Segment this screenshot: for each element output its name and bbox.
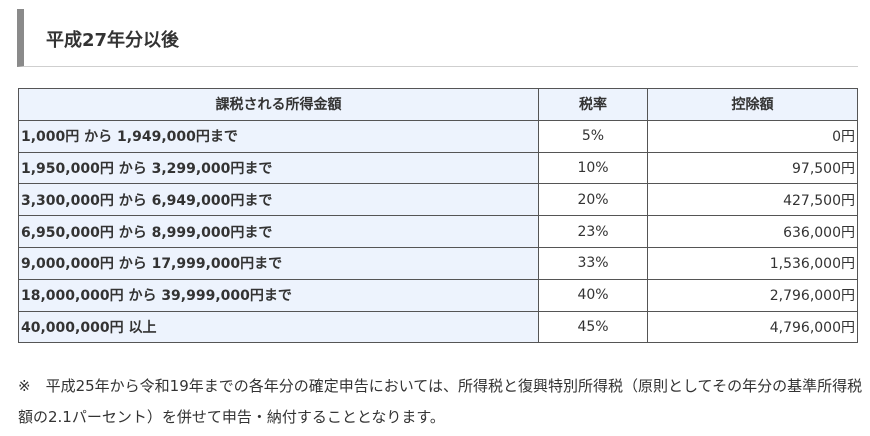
table-row: 40,000,000円 以上 45% 4,796,000円 xyxy=(18,310,858,344)
tax-rate-table: 課税される所得金額 税率 控除額 1,000円 から 1,949,000円まで 5… xyxy=(18,88,858,344)
income-range-cell: 9,000,000円 から 17,999,000円まで xyxy=(18,246,539,280)
table-row: 3,300,000円 から 6,949,000円まで 20% 427,500円 xyxy=(18,183,858,217)
section-heading: 平成27年分以後 xyxy=(17,9,858,67)
tax-rate-cell: 45% xyxy=(538,310,648,344)
table-header-row: 課税される所得金額 税率 控除額 xyxy=(18,88,858,121)
income-range-cell: 6,950,000円 から 8,999,000円まで xyxy=(18,215,539,248)
table-row: 6,950,000円 から 8,999,000円まで 23% 636,000円 xyxy=(18,215,858,248)
tax-rate-cell: 10% xyxy=(538,151,648,185)
tax-rate-cell: 40% xyxy=(538,278,648,312)
tax-rate-cell: 33% xyxy=(538,246,648,280)
table-row: 1,000円 から 1,949,000円まで 5% 0円 xyxy=(18,119,858,153)
deduction-cell: 427,500円 xyxy=(647,183,858,217)
section-heading-text: 平成27年分以後 xyxy=(46,30,180,51)
income-range-cell: 1,000円 から 1,949,000円まで xyxy=(18,119,539,153)
tax-rate-cell: 23% xyxy=(538,215,648,248)
income-range-cell: 1,950,000円 から 3,299,000円まで xyxy=(18,151,539,185)
deduction-cell: 1,536,000円 xyxy=(647,246,858,280)
deduction-cell: 0円 xyxy=(647,119,858,153)
header-deduction: 控除額 xyxy=(647,88,858,121)
tax-rate-cell: 5% xyxy=(538,119,648,153)
table-row: 9,000,000円 から 17,999,000円まで 33% 1,536,000円 xyxy=(18,246,858,280)
table-row: 1,950,000円 から 3,299,000円まで 10% 97,500円 xyxy=(18,151,858,185)
table-row: 18,000,000円 から 39,999,000円まで 40% 2,796,000… xyxy=(18,278,858,312)
deduction-cell: 2,796,000円 xyxy=(647,278,858,312)
footnote: ※ 平成25年から令和19年までの各年分の確定申告においては、所得税と復興特別所… xyxy=(18,377,863,426)
income-range-cell: 18,000,000円 から 39,999,000円まで xyxy=(18,278,539,312)
deduction-cell: 636,000円 xyxy=(647,215,858,248)
header-income: 課税される所得金額 xyxy=(18,88,539,121)
income-range-cell: 3,300,000円 から 6,949,000円まで xyxy=(18,183,539,217)
deduction-cell: 97,500円 xyxy=(647,151,858,185)
income-range-cell: 40,000,000円 以上 xyxy=(18,310,539,344)
tax-rate-cell: 20% xyxy=(538,183,648,217)
deduction-cell: 4,796,000円 xyxy=(647,310,858,344)
header-rate: 税率 xyxy=(538,88,648,121)
